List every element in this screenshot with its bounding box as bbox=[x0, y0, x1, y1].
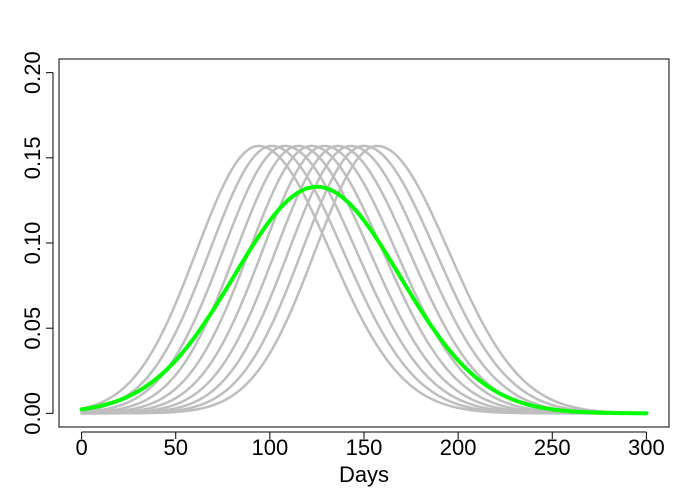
x-tick-label: 200 bbox=[440, 435, 477, 460]
y-tick-label: 0.20 bbox=[20, 51, 45, 94]
y-tick-label: 0.00 bbox=[20, 392, 45, 435]
y-tick-label: 0.10 bbox=[20, 222, 45, 265]
x-axis-title: Days bbox=[339, 462, 389, 487]
x-tick-label: 50 bbox=[163, 435, 187, 460]
background-curve bbox=[80, 144, 648, 415]
y-tick-label: 0.05 bbox=[20, 307, 45, 350]
x-tick-label: 100 bbox=[252, 435, 289, 460]
plot-area-box bbox=[58, 58, 670, 428]
y-axis: 0.00 0.05 0.10 0.15 0.20 bbox=[20, 51, 54, 435]
background-curve bbox=[80, 144, 648, 415]
highlight-curve bbox=[79, 184, 649, 416]
x-tick-label: 300 bbox=[628, 435, 665, 460]
x-tick-label: 250 bbox=[534, 435, 571, 460]
curves-group bbox=[79, 144, 649, 416]
x-axis: 0 50 100 150 200 250 300 bbox=[75, 431, 665, 460]
y-tick-label: 0.15 bbox=[20, 136, 45, 179]
x-tick-label: 0 bbox=[75, 435, 87, 460]
x-tick-label: 150 bbox=[346, 435, 383, 460]
background-curve bbox=[80, 144, 648, 415]
